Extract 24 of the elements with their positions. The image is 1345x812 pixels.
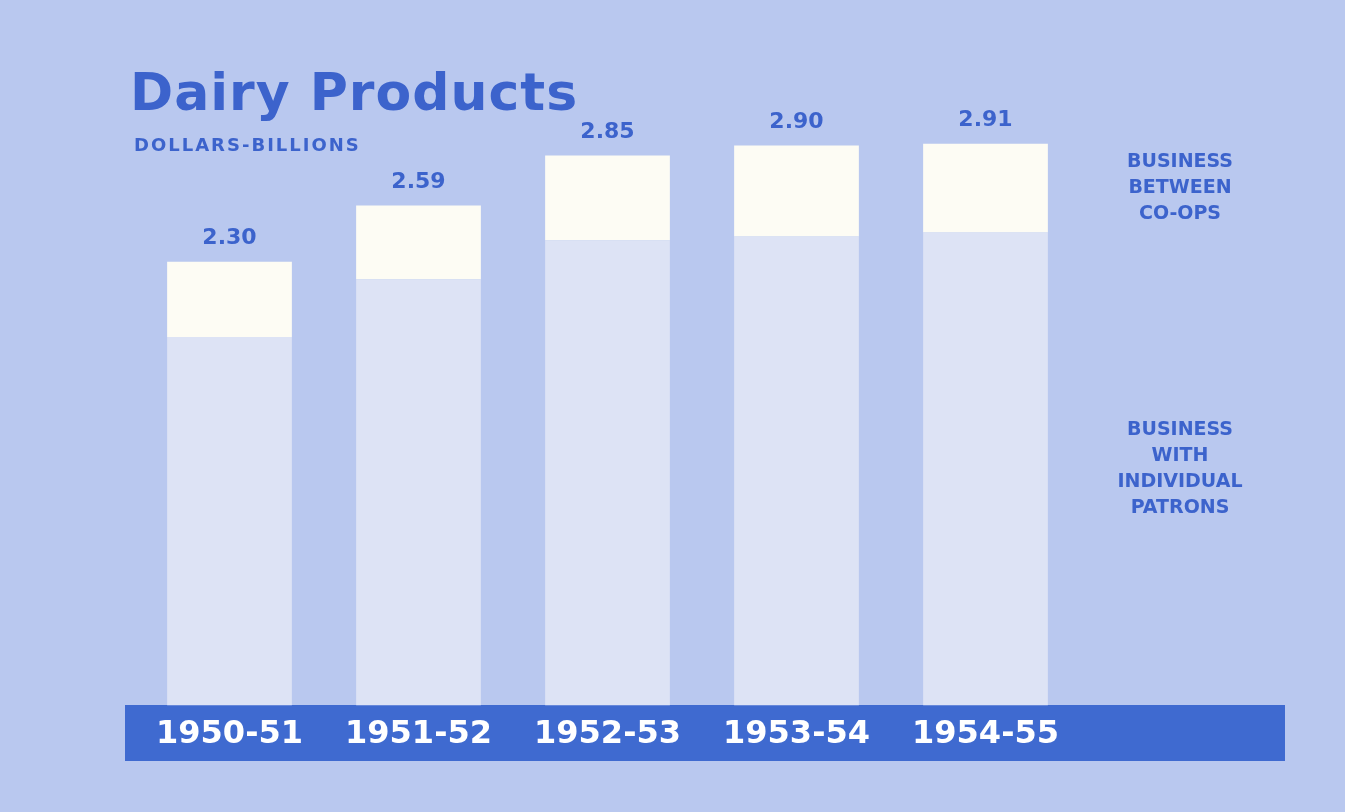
bar [167,337,292,706]
annotation: 2.59 [391,168,446,194]
bar [167,261,292,337]
annotation: 2.85 [580,118,635,144]
annotation: 2.90 [769,108,824,134]
bar [356,279,481,706]
x-tick-label: 1952-53 [534,713,681,752]
bar [356,205,481,280]
bar [923,143,1048,233]
text: BUSINESS BETWEEN CO-OPS [1126,149,1234,224]
bar [545,240,670,706]
x-tick-label: 1951-52 [345,713,492,752]
x-tick-label: 1954-55 [912,713,1059,752]
chart-title: Dairy Products [130,62,579,122]
x-tick-label: 1953-54 [723,713,870,752]
bar [734,236,859,706]
annotation: 2.91 [958,106,1013,132]
bar [734,145,859,237]
annotation: 2.30 [202,224,257,250]
chart-subtitle: DOLLARS-BILLIONS [134,134,361,155]
bar [545,155,670,241]
text: BUSINESS WITH INDIVIDUAL PATRONS [1117,416,1243,517]
bar [923,232,1048,706]
x-tick-label: 1950-51 [156,713,303,752]
